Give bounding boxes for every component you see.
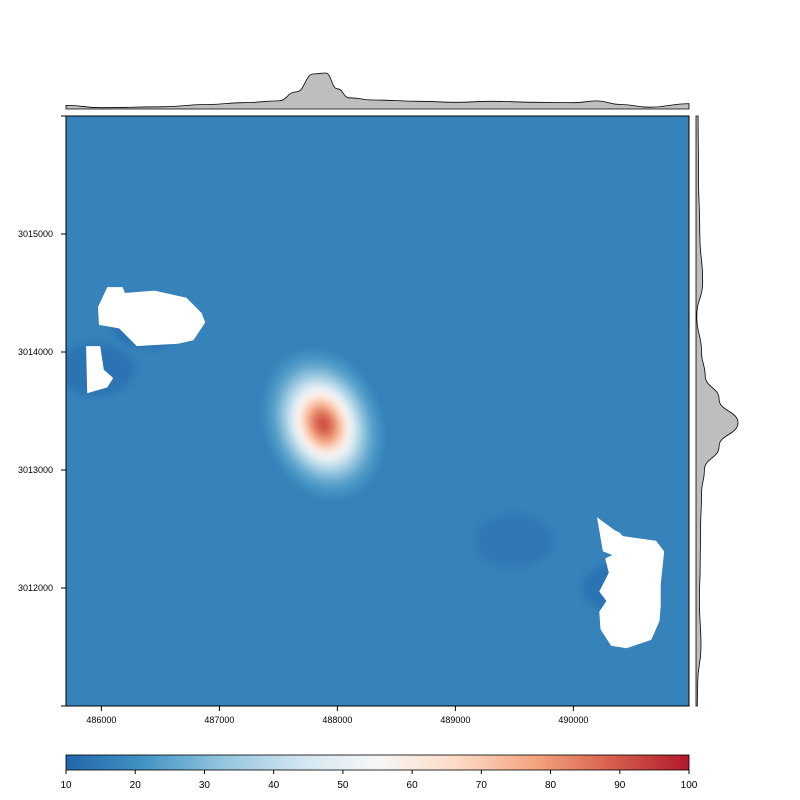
colorbar-gradient bbox=[65, 754, 690, 771]
colorbar-tick-label-20: 20 bbox=[130, 780, 142, 791]
colorbar: 10 20 30 40 50 60 70 80 90 100 bbox=[60, 754, 698, 791]
hotspot-ring-1-28 bbox=[321, 421, 326, 427]
y-tick-label-3015000: 3015000 bbox=[18, 229, 53, 239]
colorbar-tick-label-40: 40 bbox=[268, 780, 280, 791]
y-tick-label-3013000: 3013000 bbox=[18, 465, 53, 475]
colorbar-tick-label-60: 60 bbox=[407, 780, 419, 791]
colorbar-tick-label-30: 30 bbox=[199, 780, 211, 791]
colorbar-tick-label-90: 90 bbox=[614, 780, 626, 791]
right-density-curve bbox=[695, 115, 739, 707]
heatmap-features bbox=[66, 296, 659, 614]
x-tick-label-487000: 487000 bbox=[204, 715, 234, 725]
colorbar-ticks: 10 20 30 40 50 60 70 80 90 100 bbox=[60, 770, 698, 791]
colorbar-tick-label-10: 10 bbox=[60, 780, 72, 791]
top-marginal-density bbox=[65, 72, 690, 110]
y-tick-label-3012000: 3012000 bbox=[18, 583, 53, 593]
colorbar-tick-label-50: 50 bbox=[337, 780, 349, 791]
no-data-regions bbox=[86, 287, 665, 649]
x-tick-label-489000: 489000 bbox=[440, 715, 470, 725]
heatmap-surface bbox=[66, 116, 689, 706]
x-axis: 486000 487000 488000 489000 490000 bbox=[86, 706, 588, 725]
plot-frame bbox=[65, 115, 690, 707]
no-data-west bbox=[86, 346, 114, 394]
colorbar-tick-label-70: 70 bbox=[476, 780, 488, 791]
no-data-northwest bbox=[97, 287, 206, 347]
no-data-southeast bbox=[597, 517, 665, 649]
y-axis: 3012000 3013000 3014000 3015000 bbox=[18, 115, 66, 707]
colorbar-tick-label-100: 100 bbox=[681, 780, 698, 791]
y-tick-label-3014000: 3014000 bbox=[18, 347, 53, 357]
top-density-curve bbox=[65, 72, 690, 110]
x-tick-label-490000: 490000 bbox=[558, 715, 588, 725]
x-tick-label-488000: 488000 bbox=[322, 715, 352, 725]
colorbar-tick-label-80: 80 bbox=[545, 780, 557, 791]
x-tick-label-486000: 486000 bbox=[86, 715, 116, 725]
low-value-zone-4 bbox=[476, 514, 553, 567]
right-marginal-density bbox=[695, 115, 739, 707]
